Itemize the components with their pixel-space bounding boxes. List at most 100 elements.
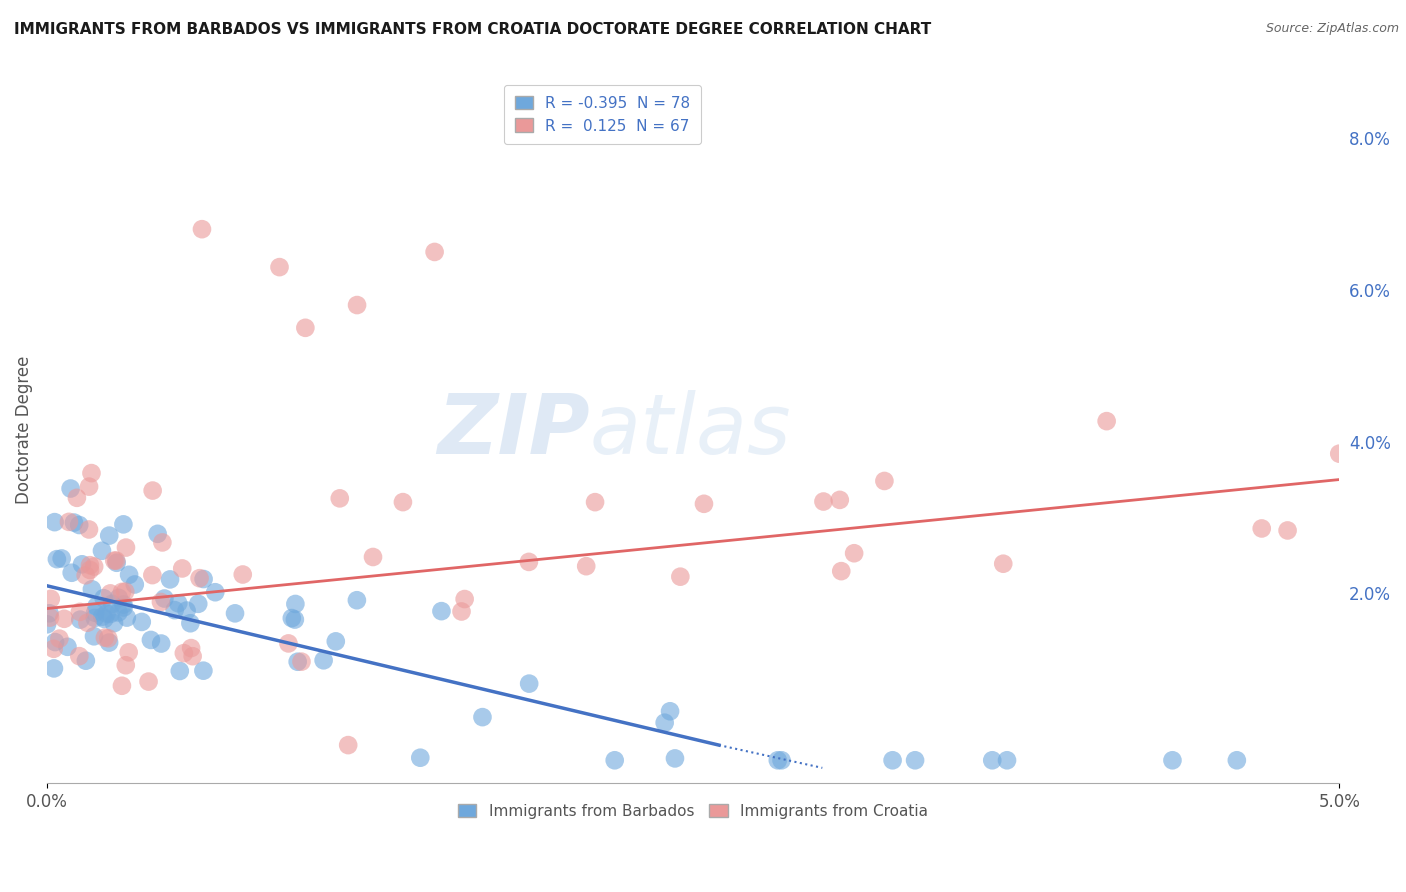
Point: [35, 617, 58, 632]
Point: [146, 526, 169, 541]
Point: [423, 244, 446, 259]
Point: [114, 658, 136, 673]
Point: [45, 552, 67, 566]
Point: [103, 553, 125, 567]
Text: Source: ZipAtlas.com: Source: ZipAtlas.com: [1265, 22, 1399, 36]
Point: [993, 557, 1015, 571]
Point: [232, 567, 254, 582]
Point: [830, 564, 852, 578]
Point: [66, 491, 89, 505]
Point: [842, 546, 865, 560]
Point: [172, 561, 194, 575]
Point: [163, 603, 186, 617]
Point: [150, 535, 173, 549]
Point: [107, 606, 129, 620]
Point: [79, 563, 101, 577]
Point: [813, 494, 835, 508]
Point: [79, 558, 101, 573]
Point: [105, 556, 128, 570]
Point: [83, 611, 105, 625]
Point: [654, 715, 676, 730]
Point: [150, 636, 173, 650]
Point: [575, 559, 598, 574]
Point: [669, 569, 692, 583]
Point: [392, 495, 415, 509]
Point: [995, 753, 1018, 767]
Point: [346, 593, 368, 607]
Point: [167, 596, 190, 610]
Point: [169, 664, 191, 678]
Point: [98, 635, 121, 649]
Point: [111, 679, 134, 693]
Point: [118, 567, 141, 582]
Point: [96, 607, 118, 621]
Point: [42, 641, 65, 656]
Point: [430, 604, 453, 618]
Point: [83, 559, 105, 574]
Point: [193, 664, 215, 678]
Y-axis label: Doctorate Degree: Doctorate Degree: [15, 356, 32, 505]
Point: [44, 515, 66, 529]
Point: [59, 482, 82, 496]
Point: [325, 634, 347, 648]
Point: [187, 597, 209, 611]
Point: [63, 516, 86, 530]
Point: [93, 591, 115, 606]
Point: [77, 523, 100, 537]
Point: [873, 474, 896, 488]
Point: [664, 751, 686, 765]
Point: [1095, 414, 1118, 428]
Point: [1250, 521, 1272, 535]
Point: [188, 571, 211, 585]
Point: [329, 491, 352, 506]
Point: [269, 260, 291, 274]
Point: [180, 641, 202, 656]
Point: [284, 597, 307, 611]
Point: [42, 661, 65, 675]
Point: [76, 615, 98, 630]
Point: [173, 646, 195, 660]
Point: [828, 492, 851, 507]
Point: [124, 577, 146, 591]
Point: [284, 613, 307, 627]
Point: [141, 568, 163, 582]
Point: [153, 591, 176, 606]
Point: [118, 645, 141, 659]
Point: [39, 610, 62, 624]
Point: [770, 753, 793, 767]
Point: [48, 632, 70, 646]
Legend: Immigrants from Barbados, Immigrants from Croatia: Immigrants from Barbados, Immigrants fro…: [451, 797, 934, 825]
Point: [114, 584, 136, 599]
Point: [346, 298, 368, 312]
Point: [60, 566, 83, 580]
Point: [51, 551, 73, 566]
Point: [80, 582, 103, 597]
Point: [693, 497, 716, 511]
Point: [83, 629, 105, 643]
Point: [98, 586, 121, 600]
Point: [277, 636, 299, 650]
Point: [142, 483, 165, 498]
Point: [361, 549, 384, 564]
Point: [176, 604, 198, 618]
Point: [453, 592, 475, 607]
Point: [882, 753, 904, 767]
Point: [112, 598, 135, 612]
Point: [39, 591, 62, 606]
Point: [904, 753, 927, 767]
Point: [981, 753, 1004, 767]
Point: [159, 573, 181, 587]
Point: [659, 704, 682, 718]
Point: [193, 572, 215, 586]
Point: [86, 599, 108, 614]
Point: [94, 631, 117, 645]
Point: [84, 606, 107, 620]
Point: [471, 710, 494, 724]
Text: IMMIGRANTS FROM BARBADOS VS IMMIGRANTS FROM CROATIA DOCTORATE DEGREE CORRELATION: IMMIGRANTS FROM BARBADOS VS IMMIGRANTS F…: [14, 22, 931, 37]
Point: [131, 615, 153, 629]
Text: atlas: atlas: [589, 390, 792, 471]
Point: [69, 605, 91, 619]
Point: [337, 738, 360, 752]
Point: [290, 655, 312, 669]
Point: [105, 553, 128, 567]
